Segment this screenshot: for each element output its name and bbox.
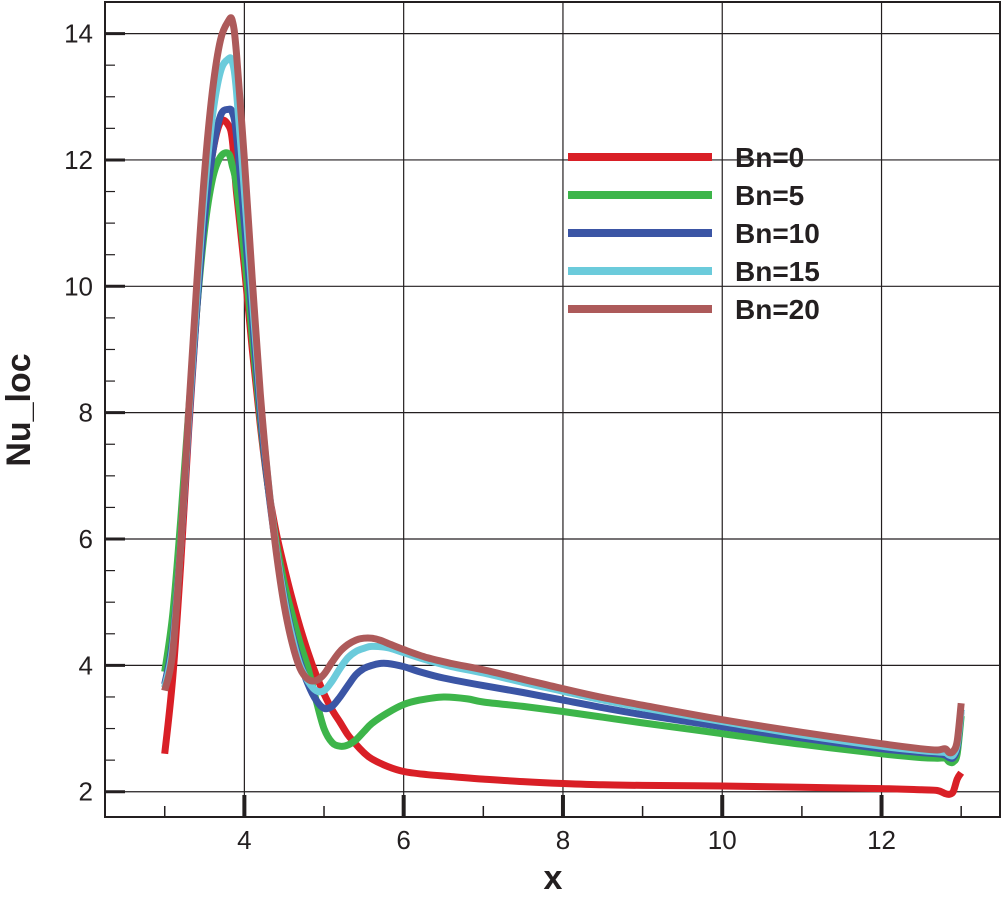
y-axis-title: Nu_loc [0,353,38,466]
y-tick-label: 2 [79,777,93,807]
plot-frame [104,1,1001,818]
series-line-5 [161,14,965,757]
x-tick-label: 12 [867,825,896,855]
legend-label-2: Bn=5 [735,180,804,211]
y-tick-label: 14 [64,19,93,49]
y-tick-label: 10 [64,271,93,301]
y-tick-label: 4 [79,650,93,680]
axis-ticks [105,1,962,817]
legend-label-3: Bn=10 [735,218,820,249]
x-tick-label: 6 [396,825,410,855]
tick-labels: 4 6 8 10 12 2 4 6 8 10 12 14 [64,19,896,855]
x-tick-label: 8 [556,825,570,855]
grid [105,2,1001,817]
y-tick-label: 6 [79,524,93,554]
x-tick-label: 4 [237,825,251,855]
legend: Bn=0 Bn=5 Bn=10 Bn=15 Bn=20 [568,142,820,325]
y-tick-label: 8 [79,398,93,428]
x-axis-title: x [544,859,563,897]
legend-label-1: Bn=0 [735,142,804,173]
x-tick-label: 10 [708,825,737,855]
series-lines [161,14,965,798]
series-line-2 [161,149,965,767]
y-tick-label: 12 [64,145,93,175]
legend-label-5: Bn=20 [735,294,820,325]
legend-label-4: Bn=15 [735,256,820,287]
